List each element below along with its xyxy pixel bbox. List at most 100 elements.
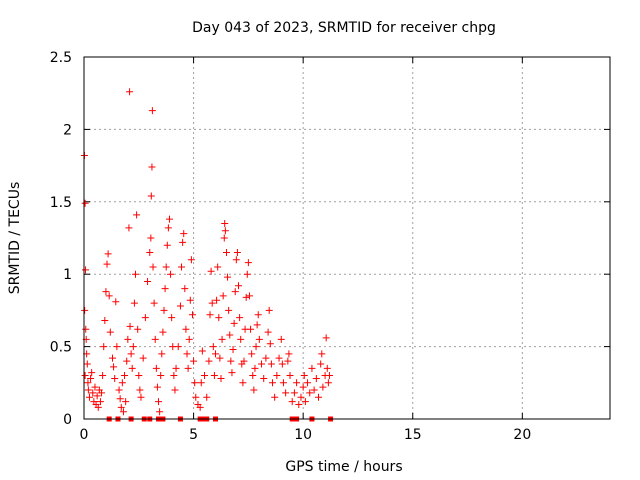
data-point	[126, 322, 134, 330]
data-point	[249, 372, 257, 380]
data-point	[196, 403, 204, 411]
data-point	[312, 374, 320, 382]
data-point	[174, 343, 182, 351]
data-point	[186, 296, 194, 304]
data-point	[96, 398, 104, 406]
data-point	[304, 379, 312, 387]
data-point	[299, 383, 307, 391]
data-point	[136, 386, 144, 394]
data-point	[150, 299, 158, 307]
data-point	[251, 364, 259, 372]
data-point	[129, 343, 137, 351]
data-point	[224, 273, 232, 281]
data-point	[243, 270, 251, 278]
data-point	[128, 364, 136, 372]
data-point	[121, 372, 129, 380]
data-point	[133, 211, 141, 219]
data-point	[266, 340, 274, 348]
data-point	[205, 357, 213, 365]
data-point	[285, 350, 293, 358]
axis-ticks: 0 5 10 15 20 0 0.5 1 1.5 2 2.5	[50, 50, 610, 443]
data-point	[94, 403, 102, 411]
data-point	[244, 259, 252, 267]
data-point	[135, 372, 143, 380]
data-point	[102, 288, 110, 296]
data-point	[115, 386, 123, 394]
data-point	[104, 250, 112, 258]
data-point	[157, 372, 165, 380]
data-point	[286, 372, 294, 380]
data-point	[221, 227, 229, 235]
data-point	[208, 299, 216, 307]
data-point	[125, 224, 133, 232]
data-point	[217, 374, 225, 382]
data-point	[248, 350, 256, 358]
data-point	[275, 354, 283, 362]
data-point	[148, 107, 156, 115]
data-point	[225, 306, 233, 314]
data-point	[237, 335, 245, 343]
data-point	[105, 292, 113, 300]
data-point	[216, 354, 224, 362]
data-point	[81, 199, 89, 207]
data-point	[279, 379, 287, 387]
data-point	[206, 311, 214, 319]
data-point	[84, 379, 92, 387]
data-point	[176, 302, 184, 310]
data-point	[118, 379, 126, 387]
data-point	[245, 292, 253, 300]
data-point	[210, 372, 218, 380]
data-point	[81, 372, 89, 380]
data-point	[88, 369, 96, 377]
data-point	[271, 393, 279, 401]
data-point	[149, 263, 157, 271]
data-point	[188, 311, 196, 319]
data-point	[323, 364, 331, 372]
data-point	[137, 393, 145, 401]
data-point	[139, 354, 147, 362]
data-point	[229, 345, 237, 353]
data-point	[295, 401, 303, 409]
data-point	[161, 285, 169, 293]
data-point	[242, 293, 250, 301]
data-point	[179, 238, 187, 246]
y-tick-label: 0	[63, 412, 72, 428]
y-tick-label: 0.5	[50, 340, 72, 356]
data-point	[156, 408, 164, 416]
data-point	[108, 354, 116, 362]
data-point	[315, 393, 323, 401]
data-point	[87, 374, 95, 382]
data-point	[222, 248, 230, 256]
data-point	[185, 335, 193, 343]
data-point	[265, 306, 273, 314]
data-point	[252, 343, 260, 351]
data-point	[162, 263, 170, 271]
data-point	[134, 325, 142, 333]
data-point	[83, 360, 91, 368]
data-point	[93, 392, 101, 400]
data-point	[227, 357, 235, 365]
data-point	[253, 321, 261, 329]
data-point	[82, 325, 90, 333]
data-point	[116, 395, 124, 403]
data-point	[219, 292, 227, 300]
data-point	[172, 364, 180, 372]
data-point	[282, 389, 290, 397]
data-point	[258, 360, 266, 368]
data-point	[264, 328, 272, 336]
data-point	[317, 360, 325, 368]
data-point	[218, 335, 226, 343]
data-points	[80, 88, 334, 422]
data-point	[101, 317, 109, 325]
data-point	[151, 335, 159, 343]
data-point	[112, 298, 120, 306]
data-point	[221, 220, 229, 228]
data-point	[209, 343, 217, 351]
data-point	[262, 354, 270, 362]
data-point	[190, 357, 198, 365]
data-point	[297, 393, 305, 401]
data-point	[122, 398, 130, 406]
data-point	[153, 383, 161, 391]
data-point	[167, 270, 175, 278]
data-point	[81, 306, 89, 314]
